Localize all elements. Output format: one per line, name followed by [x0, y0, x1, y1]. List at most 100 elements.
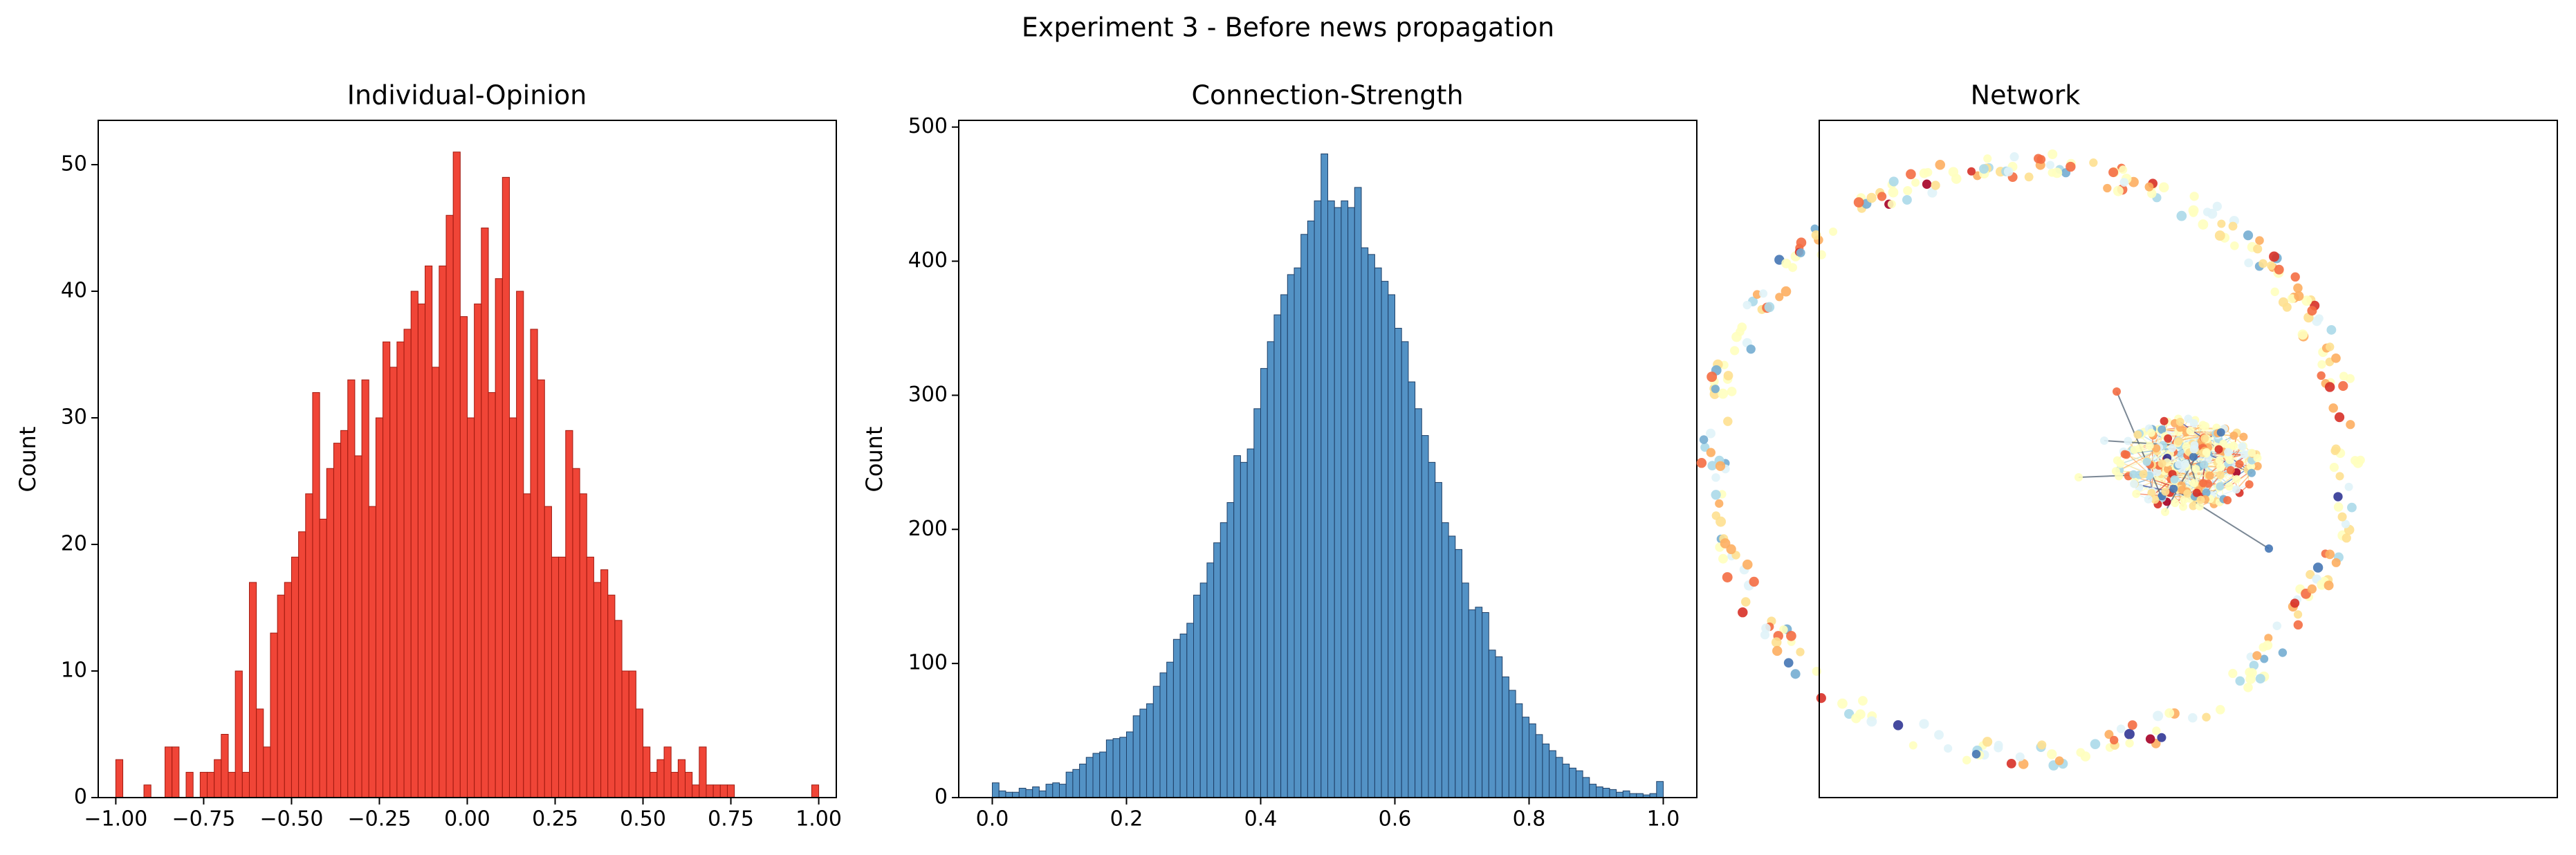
- histogram-bar: [1421, 435, 1429, 798]
- histogram-bar: [1321, 153, 1329, 798]
- histogram-bar: [1032, 786, 1040, 798]
- y-tick-label: 40: [61, 279, 87, 303]
- histogram-bar: [692, 784, 700, 798]
- histogram-bar: [1542, 743, 1550, 798]
- histogram-bar: [207, 771, 215, 798]
- network-node: [2009, 152, 2019, 162]
- opinion-histogram-ticks: −1.00 −0.75 −0.50 −0.25 0.00 0.25 0.50 0.75 1.00…: [61, 152, 842, 831]
- histogram-bar: [1199, 582, 1208, 798]
- network-node: [2047, 749, 2057, 760]
- network-node: [2135, 443, 2144, 452]
- network-node: [2249, 661, 2259, 670]
- network-node: [1730, 346, 1740, 356]
- network-node: [2267, 261, 2276, 270]
- network-node: [2168, 443, 2177, 452]
- network-node: [2183, 489, 2192, 498]
- network-node: [2164, 434, 2173, 443]
- network-node: [2229, 241, 2239, 250]
- network-node: [2307, 306, 2317, 316]
- network-node: [1919, 168, 1929, 178]
- network-node: [1775, 293, 1784, 302]
- network-node: [2054, 756, 2064, 766]
- histogram-bar: [586, 556, 594, 798]
- network-node: [2186, 426, 2195, 435]
- network-node: [2184, 414, 2193, 423]
- network-node: [2217, 219, 2226, 228]
- x-tick-label: −1.00: [84, 807, 147, 831]
- x-tick-label: 1.00: [795, 807, 842, 831]
- histogram-bar: [1575, 770, 1583, 798]
- histogram-bar: [1052, 782, 1060, 798]
- histogram-bar: [375, 417, 384, 798]
- network-node: [2188, 712, 2198, 723]
- x-tick-label: −0.50: [259, 807, 323, 831]
- network-node: [1816, 692, 1826, 704]
- network-node: [2334, 412, 2345, 423]
- histogram-bar: [199, 771, 208, 798]
- histogram-bar: [1602, 787, 1610, 798]
- histogram-bar: [565, 430, 573, 798]
- network-node: [2223, 496, 2232, 505]
- histogram-bar: [298, 531, 306, 798]
- network-node: [2333, 492, 2343, 502]
- histogram-bar: [712, 784, 721, 798]
- histogram-bar: [1341, 200, 1349, 798]
- network-node: [2189, 502, 2198, 511]
- network-node: [2226, 466, 2235, 475]
- network-node: [2216, 428, 2225, 437]
- histogram-bar: [1186, 623, 1195, 798]
- network-node: [2258, 259, 2267, 268]
- network-node: [2147, 488, 2156, 497]
- histogram-bar: [663, 746, 672, 798]
- network-node: [2132, 489, 2141, 498]
- network-node: [2247, 448, 2256, 457]
- histogram-bar: [551, 556, 560, 798]
- histogram-bar: [1273, 314, 1282, 798]
- histogram-bar: [523, 493, 531, 798]
- histogram-bar: [1622, 790, 1630, 798]
- histogram-bar: [1529, 723, 1536, 798]
- network-node: [1731, 331, 1742, 342]
- histogram-bar: [1038, 790, 1047, 798]
- y-tick-label: 300: [908, 383, 948, 407]
- network-node: [1796, 248, 1805, 257]
- histogram-bar: [1368, 254, 1375, 798]
- histogram-bar: [1549, 750, 1556, 798]
- x-tick-label: 0.75: [708, 807, 754, 831]
- network-node: [2325, 342, 2335, 351]
- histogram-bar: [1018, 787, 1027, 798]
- network-node: [2161, 508, 2169, 516]
- network-node: [2215, 456, 2224, 465]
- histogram-bar: [1408, 381, 1416, 798]
- network-node: [1706, 428, 1715, 439]
- network-node: [2301, 295, 2312, 306]
- network-node: [2229, 431, 2238, 440]
- network-node: [2066, 161, 2076, 172]
- network-node: [2312, 316, 2322, 327]
- network-node: [1746, 344, 1756, 354]
- network-node: [2176, 210, 2187, 221]
- network-node: [2253, 454, 2262, 463]
- network-node: [1877, 192, 1887, 201]
- network-node: [2202, 712, 2211, 721]
- strength-histogram-ylabel: Count: [861, 426, 887, 492]
- network-node: [2228, 221, 2238, 231]
- histogram-bar: [537, 379, 545, 798]
- histogram-bar: [677, 759, 686, 798]
- network-node: [2158, 459, 2166, 468]
- histogram-bar: [1468, 609, 1476, 798]
- histogram-bar: [1395, 327, 1402, 798]
- histogram-bar: [600, 569, 609, 798]
- network-node: [1723, 371, 1733, 380]
- x-tick-label: 0.8: [1513, 807, 1546, 831]
- network-node: [2119, 178, 2129, 187]
- histogram-bar: [248, 582, 257, 798]
- histogram-bar: [1179, 633, 1188, 798]
- network-node: [1829, 227, 1838, 236]
- network-node: [2341, 520, 2350, 528]
- figure-suptitle: Experiment 3 - Before news propagation: [1022, 12, 1554, 43]
- network-node: [1742, 559, 1753, 570]
- histogram-bar: [234, 670, 243, 798]
- network-node: [1772, 645, 1783, 656]
